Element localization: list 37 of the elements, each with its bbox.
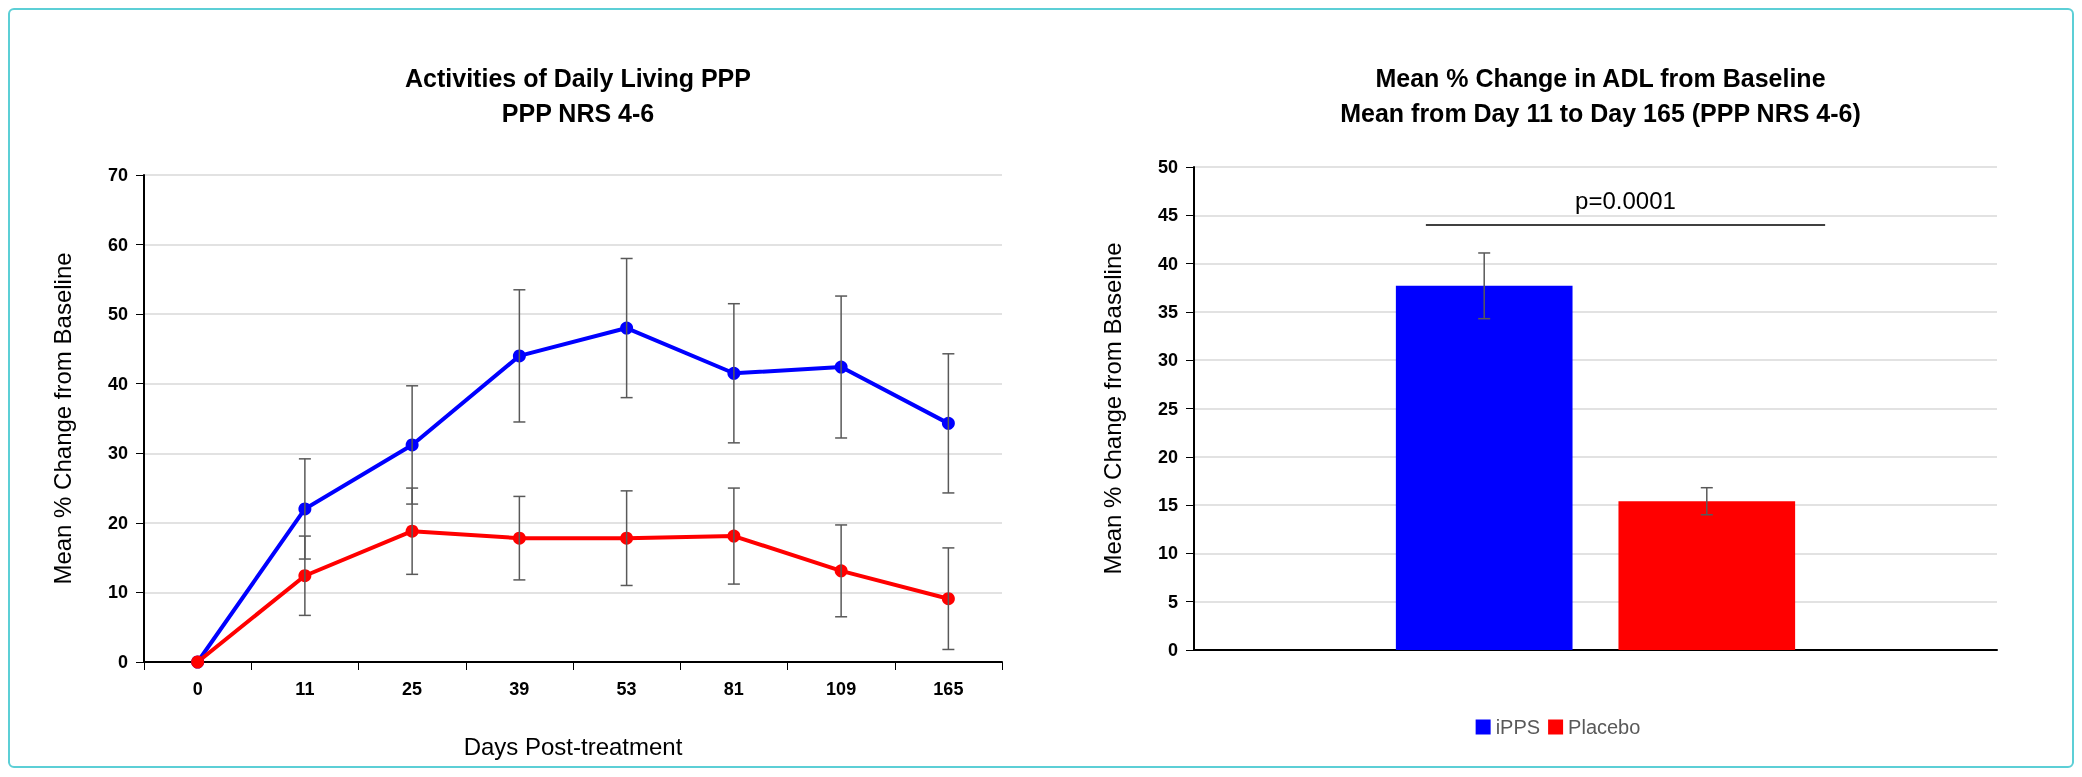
legend-label: Placebo	[1568, 716, 1641, 738]
chart-title: Mean % Change in ADL from Baseline	[1375, 63, 1826, 92]
y-tick-label: 5	[1167, 591, 1178, 612]
y-tick-label: 10	[107, 582, 128, 603]
y-tick-label: 50	[107, 304, 128, 325]
chart-subtitle: Mean from Day 11 to Day 165 (PPP NRS 4-6)	[1340, 98, 1861, 127]
y-tick-label: 45	[1157, 205, 1178, 226]
x-tick-label: 165	[933, 679, 964, 699]
chart-subtitle: PPP NRS 4-6	[501, 98, 655, 127]
y-tick-label: 15	[1157, 495, 1178, 516]
legend-label: iPPS	[1495, 716, 1541, 738]
x-tick-label: 0	[192, 679, 203, 699]
y-tick-label: 35	[1157, 301, 1178, 322]
x-tick-label: 39	[509, 679, 530, 699]
y-tick-label: 25	[1157, 398, 1178, 419]
y-axis-title: Mean % Change from Baseline	[48, 252, 76, 585]
y-tick-label: 70	[107, 165, 128, 185]
y-tick-label: 10	[1157, 543, 1178, 564]
x-tick-label: 109	[826, 679, 857, 699]
y-tick-label: 0	[1167, 640, 1178, 660]
x-tick-label: 11	[295, 679, 315, 699]
x-tick-label: 25	[402, 679, 423, 699]
x-tick-label: 81	[723, 679, 744, 699]
y-tick-label: 50	[1157, 157, 1178, 177]
y-tick-label: 30	[107, 443, 128, 464]
x-tick-label: 53	[616, 679, 637, 699]
y-tick-label: 60	[107, 234, 128, 255]
y-tick-label: 30	[1157, 350, 1178, 371]
y-tick-label: 40	[107, 373, 128, 394]
y-tick-label: 40	[1157, 253, 1178, 274]
y-tick-label: 20	[107, 512, 128, 533]
y-tick-label: 20	[1157, 446, 1178, 467]
annotation: p=0.0001	[1575, 187, 1676, 215]
y-axis-title: Mean % Change from Baseline	[1098, 242, 1126, 575]
x-axis-title: Days Post-treatment	[463, 732, 683, 760]
chart-title: Activities of Daily Living PPP	[405, 63, 751, 92]
y-tick-label: 0	[117, 652, 128, 672]
